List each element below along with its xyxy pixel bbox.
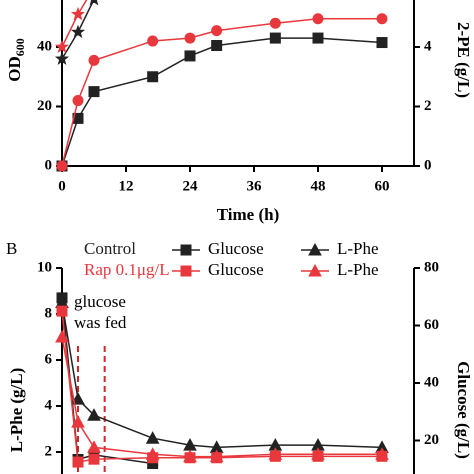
- y-axis-title-text: OD: [5, 56, 24, 82]
- x-axis-title: Time (h): [217, 205, 280, 224]
- point: [211, 25, 223, 37]
- y-tick-label: 20: [37, 98, 52, 114]
- y2-tick-label: 80: [424, 259, 439, 275]
- point: [88, 86, 100, 98]
- point: [55, 329, 69, 343]
- y-tick-label: 6: [45, 351, 53, 367]
- point: [70, 6, 86, 21]
- point: [147, 35, 159, 47]
- y2-tick-label: 40: [424, 374, 439, 390]
- y-tick-label: 8: [45, 305, 53, 321]
- legend-label: Glucose: [208, 239, 264, 258]
- point: [145, 431, 160, 444]
- point: [180, 244, 192, 256]
- point: [147, 71, 159, 83]
- y-tick-label: 4: [45, 397, 53, 413]
- y2-tick-label: 2: [424, 98, 432, 114]
- point: [183, 449, 197, 463]
- point: [312, 13, 324, 25]
- point: [184, 50, 196, 62]
- point: [269, 32, 281, 44]
- y-axis-title-sub: 600: [13, 38, 27, 56]
- point: [180, 265, 192, 277]
- point: [87, 408, 101, 421]
- panel-label: B: [6, 239, 17, 258]
- y-axis-title: OD600: [5, 38, 27, 82]
- point: [268, 447, 283, 460]
- point: [376, 37, 388, 49]
- y2-tick-label: 20: [424, 432, 439, 448]
- series-line: [61, 37, 383, 167]
- series-line: [61, 311, 382, 463]
- point: [184, 32, 196, 44]
- legend-group: Rap 0.1μg/L: [84, 260, 170, 279]
- point: [375, 447, 389, 460]
- point: [88, 54, 100, 66]
- point: [376, 13, 388, 25]
- point: [88, 453, 100, 465]
- point: [308, 263, 322, 277]
- point: [308, 242, 322, 256]
- y-tick-label: 10: [37, 259, 52, 275]
- x-tick-label: 0: [58, 178, 66, 194]
- y2-axis-title: 2-PE (g/L): [454, 22, 473, 98]
- legend-label: L-Phe: [337, 260, 379, 279]
- point: [269, 17, 281, 29]
- point: [54, 51, 70, 65]
- x-tick-label: 48: [311, 178, 326, 194]
- point: [56, 160, 68, 172]
- point: [71, 392, 85, 405]
- y-tick-label: 0: [45, 157, 53, 173]
- point: [71, 415, 85, 428]
- point: [54, 39, 70, 54]
- y2-tick-label: 60: [424, 317, 439, 333]
- annotation: was fed: [74, 313, 127, 332]
- x-tick-label: 12: [119, 178, 134, 194]
- point: [312, 32, 324, 44]
- point: [311, 447, 325, 460]
- y2-tick-label: 4: [424, 38, 432, 54]
- point: [145, 447, 160, 460]
- legend-label: Glucose: [208, 260, 264, 279]
- y-axis-title: L-Phe (g/L): [7, 368, 26, 453]
- point: [209, 449, 224, 463]
- annotation: glucose: [74, 292, 126, 311]
- y-tick-label: 2: [45, 443, 53, 459]
- point: [72, 95, 84, 107]
- y2-axis-title: Glucose (g/L): [454, 361, 473, 459]
- y-axis-title-text: L-Phe (g/L): [7, 368, 26, 453]
- x-tick-label: 36: [247, 178, 263, 194]
- y2-tick-label: 0: [424, 157, 432, 173]
- point: [87, 440, 101, 453]
- x-tick-label: 24: [183, 178, 199, 194]
- point: [72, 456, 84, 468]
- legend-label: L-Phe: [337, 239, 379, 258]
- point: [70, 24, 86, 39]
- legend-group: Control: [84, 239, 136, 258]
- point: [211, 40, 223, 52]
- y-tick-label: 40: [37, 38, 52, 54]
- x-tick-label: 60: [375, 178, 390, 194]
- point: [89, 0, 99, 6]
- series-line: [61, 336, 382, 458]
- point: [56, 305, 68, 317]
